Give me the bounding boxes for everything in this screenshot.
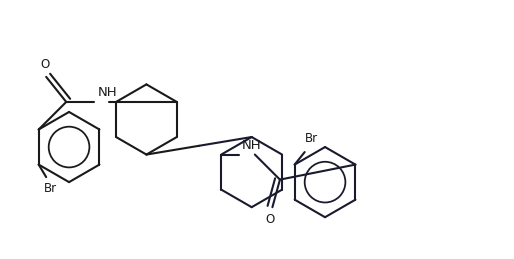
Text: NH: NH [98, 87, 117, 99]
Text: Br: Br [305, 132, 318, 145]
Text: O: O [265, 213, 274, 226]
Text: Br: Br [44, 182, 57, 195]
Text: NH: NH [242, 139, 261, 152]
Text: O: O [41, 58, 50, 71]
